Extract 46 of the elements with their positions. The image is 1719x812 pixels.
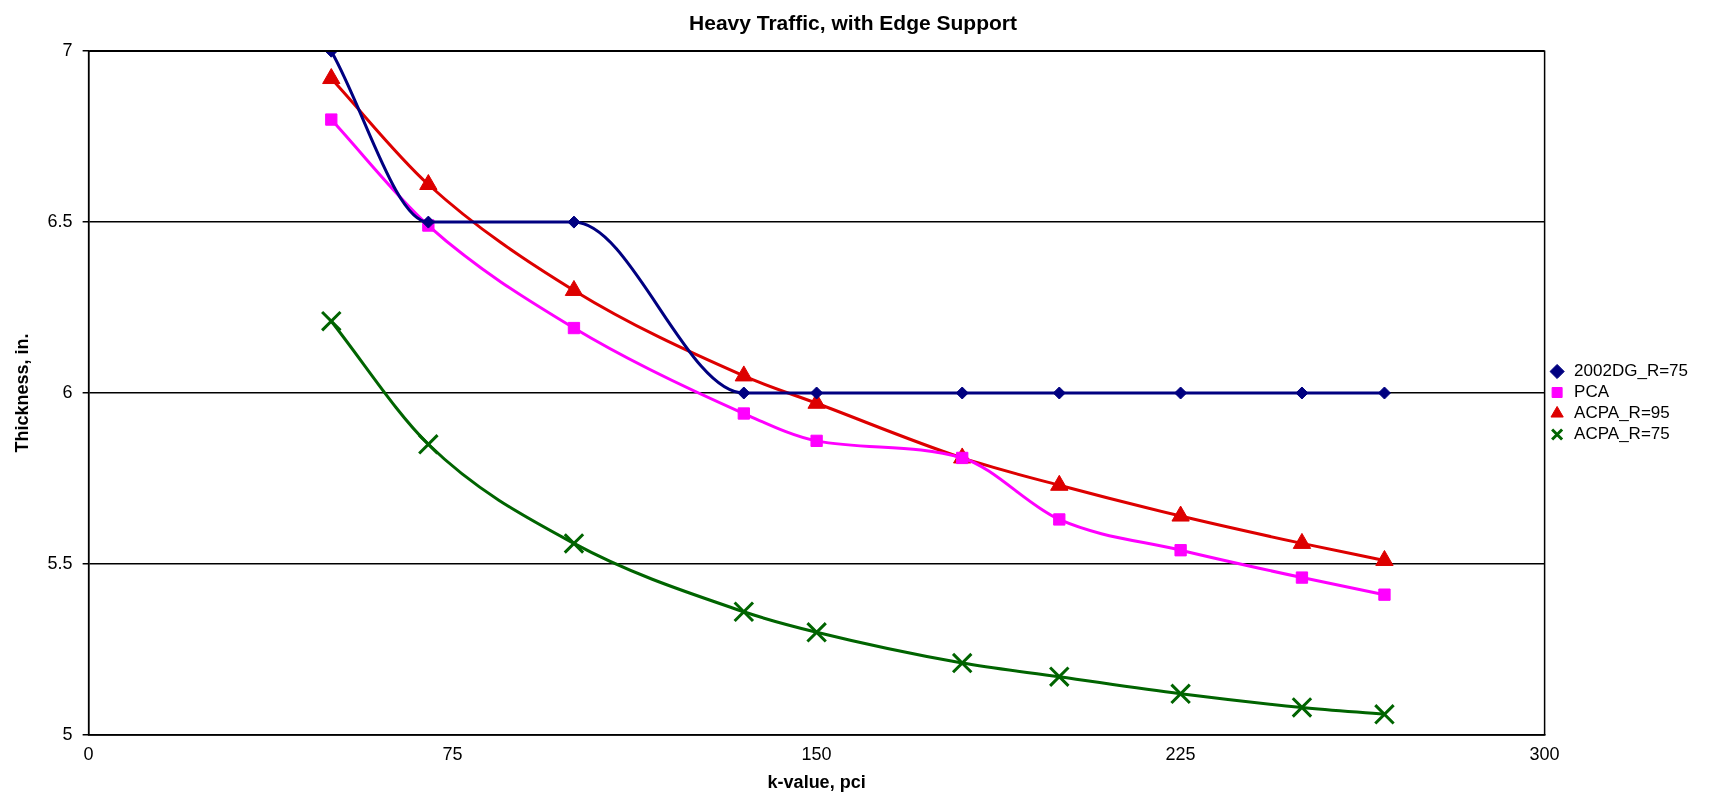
x-tick-label: 0 — [83, 743, 94, 764]
point — [1377, 386, 1391, 400]
x-tick-label: 75 — [442, 743, 463, 764]
x-axis-title: k-value, pci — [767, 772, 866, 793]
point — [320, 310, 342, 332]
y-tick-label: 7 — [62, 40, 73, 61]
y-axis-title: Thickness, in. — [11, 333, 32, 453]
point — [1373, 703, 1396, 725]
point — [417, 433, 440, 455]
point — [951, 652, 973, 674]
legend-label: ACPA_R=95 — [1574, 403, 1670, 423]
chart-title: Heavy Traffic, with Edge Support — [689, 11, 1017, 35]
y-tick-label: 5 — [62, 723, 73, 744]
legend-label: PCA — [1574, 382, 1610, 402]
point — [805, 621, 828, 643]
point — [1053, 513, 1066, 526]
point — [737, 407, 750, 420]
legend-label: 2002DG_R=75 — [1574, 361, 1688, 381]
x-tick-label: 225 — [1165, 743, 1196, 764]
point — [563, 532, 585, 555]
point — [1295, 571, 1309, 584]
point — [956, 451, 969, 465]
point — [1378, 588, 1391, 601]
y-tick-label: 5.5 — [47, 552, 73, 573]
point — [737, 386, 751, 400]
point — [1048, 666, 1070, 688]
point — [810, 434, 823, 448]
x-tick-label: 150 — [801, 743, 832, 764]
point — [567, 215, 581, 229]
point — [325, 113, 338, 126]
y-tick-label: 6.5 — [47, 211, 73, 232]
point — [1174, 544, 1187, 557]
legend-label: ACPA_R=75 — [1574, 424, 1670, 444]
point — [322, 68, 341, 85]
point — [1169, 683, 1192, 705]
point — [1052, 386, 1066, 400]
y-tick-label: 6 — [62, 381, 73, 402]
point — [1291, 696, 1313, 719]
point — [567, 321, 581, 335]
point — [733, 601, 755, 623]
point — [1295, 386, 1309, 400]
point — [810, 386, 824, 400]
point — [1174, 386, 1188, 400]
x-tick-label: 300 — [1529, 743, 1560, 764]
point — [421, 215, 435, 229]
point — [955, 386, 969, 400]
